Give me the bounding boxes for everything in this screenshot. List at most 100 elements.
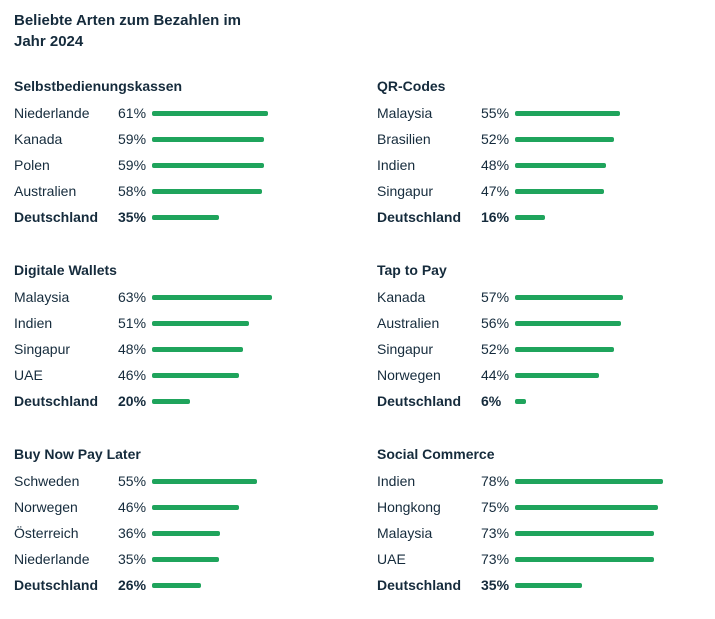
- row-label: Indien: [14, 315, 53, 331]
- value-bar: [515, 372, 599, 378]
- row-value: 61%: [118, 105, 147, 121]
- chart-row: Deutschland 20%: [14, 388, 347, 414]
- bar-track: [152, 556, 347, 562]
- bar-track: [515, 320, 710, 326]
- row-value: 59%: [118, 131, 147, 147]
- row-value: 56%: [481, 315, 510, 331]
- chart-row: Malaysia 55%: [377, 100, 710, 126]
- bar-track: [152, 398, 347, 404]
- row-label: Malaysia: [377, 105, 433, 121]
- value-bar: [515, 582, 582, 588]
- chart-row: UAE 73%: [377, 546, 710, 572]
- bar-track: [515, 556, 710, 562]
- chart-row: Deutschland 35%: [14, 204, 347, 230]
- value-bar: [515, 478, 664, 484]
- value-bar: [152, 214, 219, 220]
- row-value: 59%: [118, 157, 147, 173]
- bar-track: [515, 478, 710, 484]
- value-bar: [152, 372, 240, 378]
- chart-row: Singapur 52%: [377, 336, 710, 362]
- chart-section-4: Buy Now Pay Later Schweden 55% Norwegen 46% Ö…: [14, 444, 347, 598]
- row-value: 26%: [118, 577, 147, 593]
- chart-row: Indien 48%: [377, 152, 710, 178]
- value-bar: [515, 136, 614, 142]
- row-value: 35%: [118, 209, 147, 225]
- chart-row: Malaysia 63%: [14, 284, 347, 310]
- row-value: 46%: [118, 367, 147, 383]
- bar-track: [515, 582, 710, 588]
- row-label: Deutschland: [377, 393, 462, 409]
- row-value: 63%: [118, 289, 147, 305]
- value-bar: [152, 320, 249, 326]
- value-bar: [515, 556, 654, 562]
- chart-row: Deutschland 16%: [377, 204, 710, 230]
- row-label: Malaysia: [14, 289, 70, 305]
- chart-section-5: Social Commerce Indien 78% Hongkong 75% Malay…: [377, 444, 710, 598]
- chart-row: Österreich 36%: [14, 520, 347, 546]
- row-value: 52%: [481, 131, 510, 147]
- bar-track: [152, 346, 347, 352]
- section-title: Digitale Wallets: [14, 262, 117, 278]
- bar-track: [515, 346, 710, 352]
- row-value: 55%: [118, 473, 147, 489]
- row-value: 20%: [118, 393, 147, 409]
- bar-track: [515, 504, 710, 510]
- value-bar: [515, 346, 614, 352]
- chart-section-1: QR-Codes Malaysia 55% Brasilien 52% Indien 48%…: [377, 76, 710, 230]
- row-label: Deutschland: [14, 209, 99, 225]
- row-value: 52%: [481, 341, 510, 357]
- row-label: Kanada: [377, 289, 426, 305]
- value-bar: [515, 504, 658, 510]
- chart-row: Niederlande 61%: [14, 100, 347, 126]
- value-bar: [152, 504, 240, 510]
- row-label: Schweden: [14, 473, 80, 489]
- section-title: Tap to Pay: [377, 262, 447, 278]
- chart-row: Australien 58%: [14, 178, 347, 204]
- chart-row: Kanada 57%: [377, 284, 710, 310]
- row-label: Niederlande: [14, 105, 90, 121]
- value-bar: [152, 478, 257, 484]
- bar-track: [515, 294, 710, 300]
- bar-track: [152, 530, 347, 536]
- chart-row: Polen 59%: [14, 152, 347, 178]
- row-label: Deutschland: [377, 209, 462, 225]
- value-bar: [152, 294, 272, 300]
- value-bar: [152, 136, 265, 142]
- bar-track: [152, 162, 347, 168]
- row-label: Hongkong: [377, 499, 441, 515]
- row-label: Kanada: [14, 131, 63, 147]
- row-label: Singapur: [377, 341, 434, 357]
- row-value: 6%: [481, 393, 502, 409]
- row-value: 48%: [118, 341, 147, 357]
- bar-track: [152, 136, 347, 142]
- row-label: Deutschland: [14, 393, 99, 409]
- chart-row: UAE 46%: [14, 362, 347, 388]
- value-bar: [515, 398, 527, 404]
- value-bar: [152, 162, 265, 168]
- row-label: Malaysia: [377, 525, 433, 541]
- row-value: 57%: [481, 289, 510, 305]
- row-value: 44%: [481, 367, 510, 383]
- value-bar: [515, 214, 546, 220]
- row-value: 73%: [481, 525, 510, 541]
- value-bar: [152, 556, 219, 562]
- value-bar: [152, 398, 190, 404]
- row-label: Singapur: [377, 183, 434, 199]
- row-value: 55%: [481, 105, 510, 121]
- row-value: 46%: [118, 499, 147, 515]
- row-label: Indien: [377, 157, 416, 173]
- value-bar: [152, 582, 202, 588]
- row-value: 75%: [481, 499, 510, 515]
- charts-grid: Selbstbedienungskassen Niederlande 61% Kana…: [14, 76, 701, 598]
- row-label: Australien: [14, 183, 77, 199]
- chart-row: Hongkong 75%: [377, 494, 710, 520]
- value-bar: [152, 188, 263, 194]
- chart-row: Schweden 55%: [14, 468, 347, 494]
- bar-track: [515, 188, 710, 194]
- section-title: Buy Now Pay Later: [14, 446, 141, 462]
- row-value: 73%: [481, 551, 510, 567]
- chart-section-3: Tap to Pay Kanada 57% Australien 56% Singapur…: [377, 260, 710, 414]
- section-title: QR-Codes: [377, 78, 446, 94]
- row-label: Österreich: [14, 525, 79, 541]
